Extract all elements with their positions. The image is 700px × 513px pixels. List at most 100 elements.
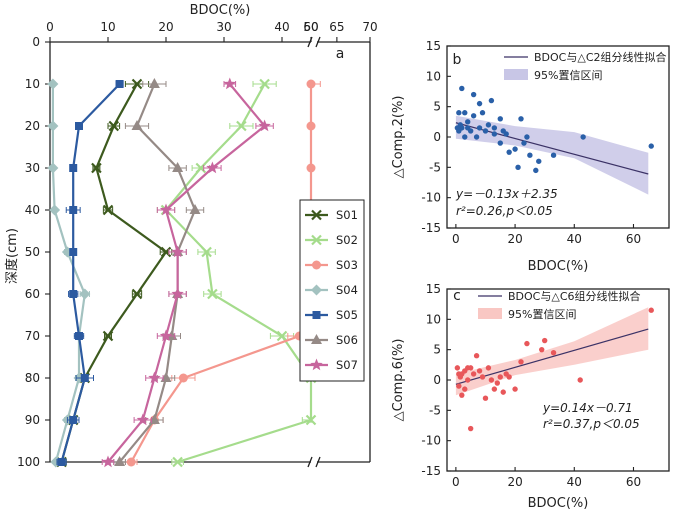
panel-b-point (536, 158, 542, 164)
panel-b-y-tick-label: -10 (421, 191, 441, 205)
series-s04-point (49, 204, 61, 216)
series-s04-point (47, 162, 59, 174)
series-s07-point (171, 245, 184, 258)
series-s02-point-stroke-2 (201, 246, 212, 258)
legend-label-s02: S02 (336, 233, 358, 247)
series-s02 (156, 78, 317, 468)
panel-c-point (488, 377, 495, 383)
series-s01-point (108, 120, 120, 132)
series-s07-point (148, 371, 161, 384)
panel-b-point (503, 131, 509, 137)
series-s02-point (236, 120, 247, 132)
series-s06-point (131, 120, 143, 130)
panel-c-y-axis-label: △Comp.6(%) (391, 339, 406, 422)
series-s05-point (75, 122, 83, 130)
series-s06 (113, 78, 205, 466)
series-s07-point (258, 119, 271, 132)
panel-c-point (648, 307, 654, 313)
panel-b-point (527, 152, 533, 158)
series-s01-point-stroke-2 (131, 288, 143, 300)
series-s07-point (223, 77, 236, 90)
panel-c-legend: BDOC与△C6组分线性拟合 95%置信区间 (478, 289, 641, 321)
panel-c-point (454, 365, 461, 371)
series-s01-point (102, 204, 114, 216)
panel-c-point (524, 340, 530, 347)
series-s06-point (148, 78, 160, 88)
series-s05-point (75, 332, 83, 340)
series-s02-point (207, 288, 218, 300)
panel-c-point (497, 374, 503, 380)
series-s02-point-stroke-2 (236, 120, 247, 132)
panel-a-y-tick-label: 100 (17, 455, 40, 469)
legend-marker-s07 (310, 358, 323, 371)
panel-c-y-tick-label: -10 (421, 434, 441, 448)
series-s01-point (131, 78, 143, 90)
panel-b-point (497, 116, 503, 122)
panel-c-x-tick-label: 0 (452, 475, 460, 489)
panel-b-point (491, 131, 498, 137)
panel-b-point (456, 110, 462, 116)
panel-b-point (462, 134, 468, 140)
series-s02-point-stroke-2 (276, 330, 288, 342)
panel-c: c △Comp.6(%) BDOC(%) 0 20 40 60 -15 -10 -5 0 5 10… (391, 282, 670, 511)
series-s07-point (206, 161, 219, 174)
panel-c-x-tick-label: 40 (567, 475, 582, 489)
legend-marker-s03 (312, 260, 321, 270)
panel-a-y-axis-label: 深度(cm) (4, 228, 20, 284)
panel-c-x-tick-label: 20 (507, 475, 522, 489)
series-s06-point (189, 204, 201, 214)
series-s01-point-stroke-2 (102, 330, 114, 342)
series-s03-point (178, 373, 188, 383)
series-s05-line (60, 83, 121, 463)
panel-c-plot: 0 20 40 60 -15 -10 -5 0 5 10 15 (421, 282, 670, 489)
panel-b-point (476, 125, 483, 131)
series-s04 (47, 78, 91, 468)
panel-b-point (467, 128, 474, 134)
series-s03-point (306, 163, 316, 173)
panel-c-point (512, 386, 518, 392)
panel-c-point (470, 371, 477, 377)
panel-a-y-tick-label: 50 (25, 245, 40, 259)
series-s04-point (47, 78, 59, 90)
panel-b-point (485, 122, 492, 128)
panel-a-axis-break-mark (307, 456, 313, 468)
panel-b-y-tick-label: -5 (429, 160, 441, 174)
series-s01-point (131, 288, 143, 300)
panel-a-y-tick-label: 40 (25, 203, 40, 217)
panel-c-point (539, 346, 545, 353)
panel-b-point (482, 128, 489, 134)
panel-b-legend-fit-label: BDOC与△C2组分线性拟合 (534, 50, 667, 64)
series-s04-point (47, 120, 59, 132)
panel-a-axis-break-mark (315, 36, 321, 48)
panel-b-point (518, 116, 524, 122)
panel-b-stats: r²=0.26,p＜0.05 (456, 204, 553, 218)
series-s03-point (126, 457, 136, 467)
series-s02-point-stroke-2 (259, 78, 270, 90)
panel-c-y-tick-label: 10 (426, 312, 441, 326)
legend-label-s05: S05 (336, 308, 358, 322)
series-s01-point-stroke-2 (91, 162, 102, 174)
panel-b-point (648, 143, 654, 149)
series-s01-point (102, 330, 114, 342)
series-s05-point (80, 374, 89, 382)
series-s05-point (57, 458, 66, 466)
series-s01-point (91, 162, 102, 174)
panel-c-point (465, 377, 471, 383)
panel-c-point (541, 337, 548, 344)
panel-b-point (580, 134, 586, 140)
legend-label-s04: S04 (336, 283, 358, 297)
series-s02-point-stroke-2 (172, 456, 183, 468)
legend-marker-s04 (311, 284, 322, 296)
legend-marker-s02-stroke-2 (311, 234, 322, 246)
panel-b-point (476, 100, 483, 107)
series-s01-point-stroke-2 (108, 120, 120, 132)
legend-label-s06: S06 (336, 333, 358, 347)
panel-c-legend-band-swatch (478, 308, 502, 319)
legend-marker-s05 (312, 311, 321, 319)
panel-b-point (550, 152, 557, 158)
panel-a-y-tick-label: 20 (25, 119, 40, 133)
panel-b-point (462, 110, 468, 116)
series-s02-point-stroke-2 (305, 414, 317, 426)
panel-a-axes (49, 36, 371, 468)
